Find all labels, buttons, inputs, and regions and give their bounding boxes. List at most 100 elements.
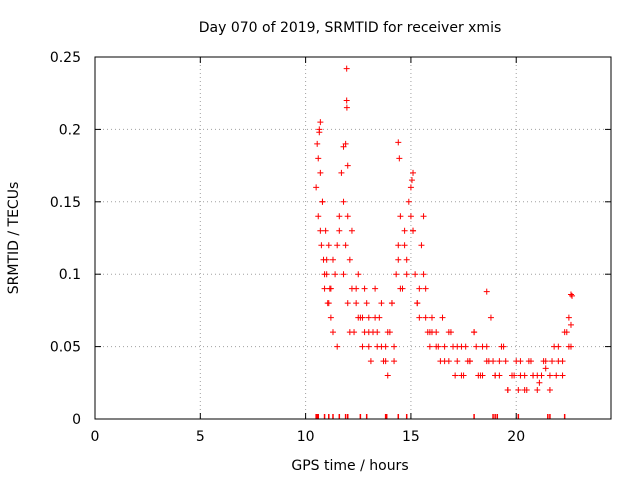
data-point xyxy=(534,372,541,379)
data-point xyxy=(348,227,355,234)
axis-ticks xyxy=(94,56,611,420)
data-point xyxy=(393,271,400,278)
x-tick-label: 15 xyxy=(402,429,420,445)
data-point xyxy=(483,343,490,350)
data-point xyxy=(420,271,427,278)
data-point xyxy=(317,119,324,126)
data-point xyxy=(509,372,516,379)
data-point xyxy=(378,343,385,350)
data-point xyxy=(433,343,440,350)
data-point xyxy=(359,343,366,350)
data-point xyxy=(314,140,321,147)
data-point xyxy=(567,291,574,298)
data-point xyxy=(555,343,562,350)
data-point xyxy=(561,329,568,336)
data-point xyxy=(426,343,433,350)
data-point xyxy=(407,213,414,220)
data-point xyxy=(355,271,362,278)
y-tick-label: 0.1 xyxy=(59,267,81,283)
data-point xyxy=(365,314,372,321)
data-point xyxy=(559,358,566,365)
data-point xyxy=(414,300,421,307)
data-point xyxy=(567,321,574,328)
data-point xyxy=(407,184,414,191)
x-tick-label: 5 xyxy=(196,429,205,445)
data-point xyxy=(315,213,322,220)
data-point xyxy=(521,372,528,379)
plot-frame xyxy=(94,56,612,420)
data-point xyxy=(391,358,398,365)
data-point xyxy=(336,213,343,220)
data-point xyxy=(344,213,351,220)
data-point xyxy=(408,177,415,184)
grid-lines xyxy=(95,57,611,419)
data-point xyxy=(540,358,547,365)
x-tick-label: 20 xyxy=(507,429,525,445)
data-point xyxy=(334,343,341,350)
data-point xyxy=(319,198,326,205)
data-point xyxy=(327,314,334,321)
data-point xyxy=(343,97,350,104)
data-point xyxy=(391,343,398,350)
data-point xyxy=(559,372,566,379)
y-tick-label: 0.05 xyxy=(50,340,81,356)
data-point xyxy=(403,271,410,278)
data-point xyxy=(340,271,347,278)
data-point xyxy=(340,143,347,150)
data-point xyxy=(372,285,379,292)
data-point xyxy=(365,329,372,336)
data-point xyxy=(343,65,350,72)
data-point xyxy=(318,242,325,249)
data-point xyxy=(496,372,503,379)
data-point xyxy=(322,227,329,234)
data-point xyxy=(361,285,368,292)
tick-labels: 0 5 10 15 20 0 0.05 0.1 0.15 0.2 0.25 xyxy=(50,50,525,445)
data-point xyxy=(338,169,345,176)
data-point xyxy=(483,288,490,295)
data-point xyxy=(527,358,534,365)
data-point xyxy=(344,162,351,169)
data-point xyxy=(395,256,402,263)
data-point xyxy=(458,343,465,350)
data-point xyxy=(321,271,328,278)
data-point xyxy=(325,242,332,249)
data-point xyxy=(332,271,339,278)
x-tick-label: 0 xyxy=(91,429,100,445)
data-point xyxy=(388,300,395,307)
data-point xyxy=(487,314,494,321)
y-tick-label: 0.15 xyxy=(50,195,81,211)
data-point xyxy=(504,387,511,394)
data-point xyxy=(517,358,524,365)
data-point xyxy=(374,329,381,336)
data-point xyxy=(502,358,509,365)
data-point xyxy=(384,372,391,379)
data-point xyxy=(323,256,330,263)
data-point xyxy=(359,314,366,321)
data-point xyxy=(321,285,328,292)
chart-title: Day 070 of 2019, SRMTID for receiver xmi… xyxy=(199,20,502,36)
data-point xyxy=(454,358,461,365)
data-point xyxy=(441,343,448,350)
data-point xyxy=(317,227,324,234)
data-point xyxy=(365,343,372,350)
data-point xyxy=(401,242,408,249)
data-point xyxy=(367,358,374,365)
data-point xyxy=(396,155,403,162)
data-point xyxy=(325,300,332,307)
data-point xyxy=(565,314,572,321)
data-point xyxy=(460,372,467,379)
data-point xyxy=(428,314,435,321)
data-point xyxy=(317,169,324,176)
data-point xyxy=(353,285,360,292)
data-point xyxy=(329,256,336,263)
data-point xyxy=(546,372,553,379)
data-point xyxy=(329,329,336,336)
data-point xyxy=(315,155,322,162)
data-point xyxy=(343,104,350,111)
data-point xyxy=(523,387,530,394)
data-point xyxy=(452,372,459,379)
data-point xyxy=(313,184,320,191)
data-point xyxy=(534,387,541,394)
